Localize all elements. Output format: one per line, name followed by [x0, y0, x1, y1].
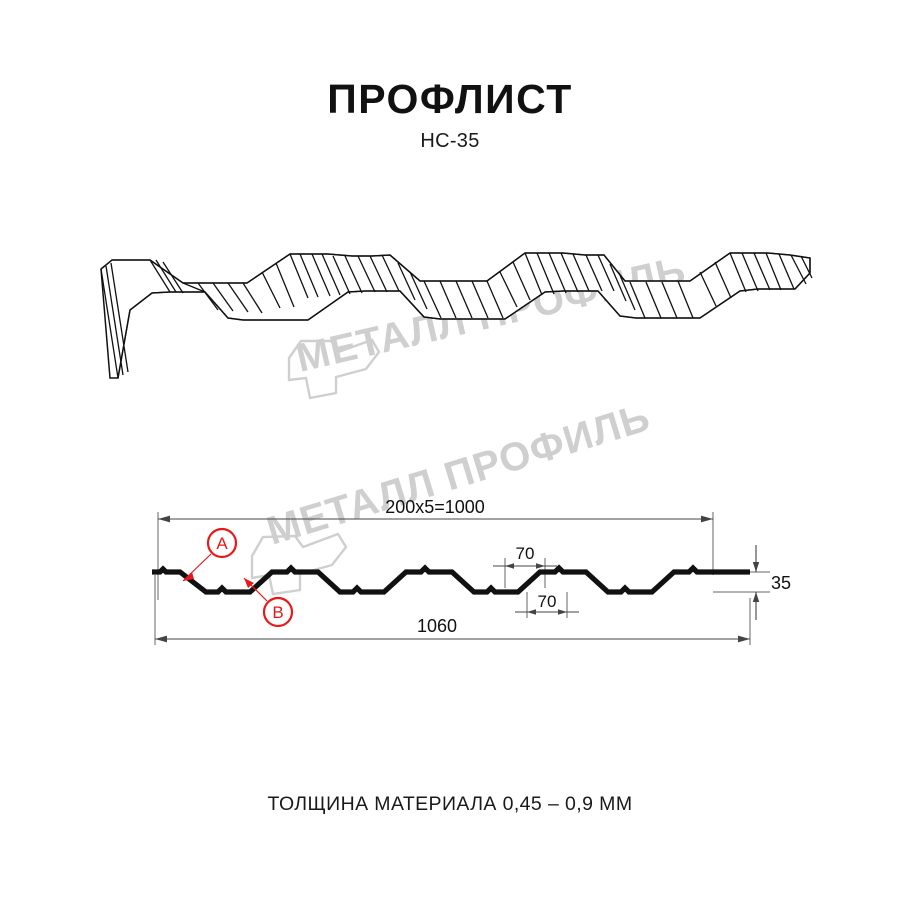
dimension-height: 35 — [713, 545, 791, 620]
page-subtitle: НС-35 — [420, 130, 480, 153]
callout-b-arrow — [244, 578, 254, 588]
dimension-bottom-flange: 70 — [515, 592, 579, 618]
arrow-head-top — [752, 562, 760, 572]
arrow-head-left — [527, 609, 536, 615]
dimension-total-width: 1060 — [154, 575, 751, 645]
arrow-head-left — [505, 563, 514, 569]
section-profile-path — [152, 564, 750, 595]
callout-a-arrow — [183, 572, 194, 581]
arrow-head-right — [536, 563, 545, 569]
dimension-pitch: 200x5=1000 — [157, 497, 714, 600]
isometric-profile-body — [100, 252, 813, 379]
dimension-pitch-label: 200x5=1000 — [385, 497, 485, 517]
arrow-head-left — [158, 515, 170, 523]
watermark-upper-logo — [287, 338, 381, 400]
arrow-head-left — [155, 635, 167, 643]
watermark-lower-text: МЕТАЛЛ ПРОФИЛЬ — [262, 395, 656, 554]
dimension-height-label: 35 — [771, 573, 791, 593]
title-block: ПРОФЛИСТ НС-35 — [0, 76, 900, 153]
isometric-rib-lines — [100, 252, 813, 379]
callout-a: A — [182, 527, 238, 582]
callout-a-circle — [206, 527, 238, 559]
dimension-total-width-label: 1060 — [417, 616, 457, 636]
callout-a-label: A — [216, 534, 228, 553]
arrow-head-right — [701, 515, 713, 523]
callout-b: B — [243, 577, 294, 628]
dimension-top-flange-label: 70 — [516, 544, 535, 563]
callout-b-circle — [262, 596, 294, 628]
arrow-head-right — [558, 609, 567, 615]
page-title: ПРОФЛИСТ — [327, 76, 573, 122]
arrow-head-bottom — [752, 592, 760, 602]
arrow-head-right — [738, 635, 750, 643]
watermark-lower: МЕТАЛЛ ПРОФИЛЬ — [250, 395, 656, 596]
material-thickness-note: ТОЛЩИНА МАТЕРИАЛА 0,45 – 0,9 ММ — [267, 793, 633, 815]
dimension-bottom-flange-label: 70 — [538, 592, 557, 611]
dimension-top-flange: 70 — [493, 544, 557, 588]
callout-b-label: B — [272, 603, 283, 622]
